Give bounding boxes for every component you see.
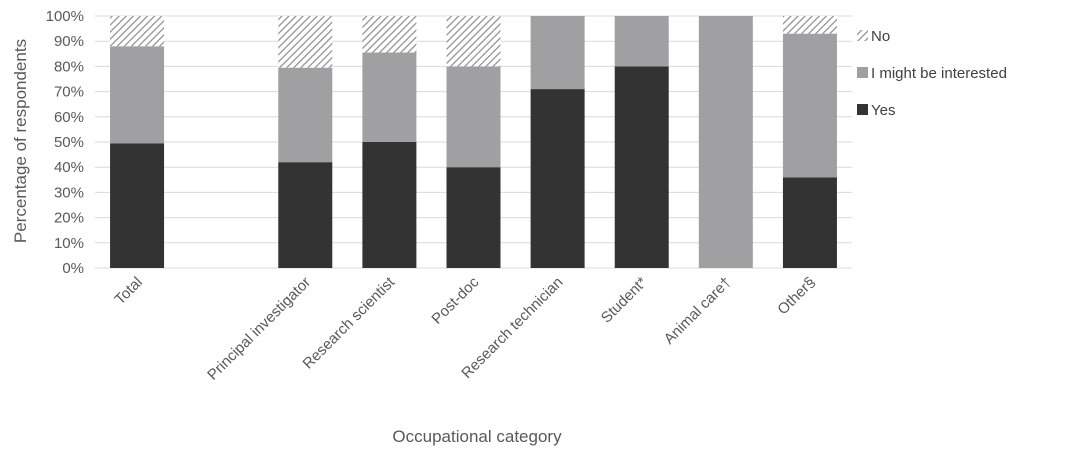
bar-segment-no — [362, 16, 417, 53]
legend-swatch — [857, 67, 868, 78]
y-tick-label: 70% — [54, 84, 84, 101]
y-tick-label: 30% — [54, 184, 84, 201]
legend: No I might be interested Yes — [857, 28, 1007, 119]
y-tick-label: 90% — [54, 33, 84, 50]
x-tick-label: Research scientist — [300, 273, 399, 372]
bar-segment-i-might-be-interested — [614, 16, 669, 67]
bar-segment-i-might-be-interested — [782, 33, 837, 178]
bar-segment-no — [110, 16, 165, 47]
bar-segment-yes — [530, 89, 585, 268]
bar-segment-i-might-be-interested — [362, 52, 417, 142]
bar-segment-i-might-be-interested — [530, 16, 585, 90]
legend-swatch — [857, 104, 868, 115]
x-axis-title: Occupational category — [392, 427, 562, 446]
y-axis-title: Percentage of respondents — [11, 39, 30, 243]
bar-segment-i-might-be-interested — [110, 46, 165, 144]
bar-segment-yes — [446, 167, 501, 268]
x-tick-label: Other§ — [774, 274, 818, 318]
bar-segment-yes — [110, 143, 165, 268]
y-axis-tick-labels: 0% 10% 20% 30% 40% 50% 60% 70% 80% 90% 100% — [46, 8, 84, 277]
bar-segment-no — [278, 16, 333, 68]
y-tick-label: 100% — [46, 8, 84, 25]
legend-label: Yes — [871, 102, 895, 119]
bar-segment-no — [782, 16, 837, 34]
y-tick-label: 40% — [54, 159, 84, 176]
x-tick-label: Post-doc — [428, 273, 482, 327]
legend-label: No — [871, 28, 890, 45]
bar-segment-i-might-be-interested — [698, 16, 753, 268]
bar-segment-yes — [782, 177, 837, 268]
x-tick-label: Student* — [598, 274, 651, 327]
bar-segment-i-might-be-interested — [278, 67, 333, 163]
bars — [110, 16, 837, 269]
y-tick-label: 10% — [54, 235, 84, 252]
x-tick-label: Principal investigator — [204, 274, 314, 384]
x-tick-label: Animal care† — [661, 274, 735, 348]
x-tick-label: Total — [111, 274, 145, 308]
bar-segment-no — [446, 16, 501, 67]
legend-swatch — [857, 30, 868, 41]
bar-segment-yes — [362, 142, 417, 268]
y-tick-label: 60% — [54, 109, 84, 126]
y-tick-label: 0% — [62, 260, 84, 277]
legend-label: I might be interested — [871, 65, 1007, 82]
y-tick-label: 20% — [54, 210, 84, 227]
y-tick-label: 80% — [54, 58, 84, 75]
bar-segment-yes — [278, 162, 333, 268]
y-tick-label: 50% — [54, 134, 84, 151]
bar-segment-i-might-be-interested — [446, 66, 501, 168]
bar-segment-yes — [614, 66, 669, 269]
